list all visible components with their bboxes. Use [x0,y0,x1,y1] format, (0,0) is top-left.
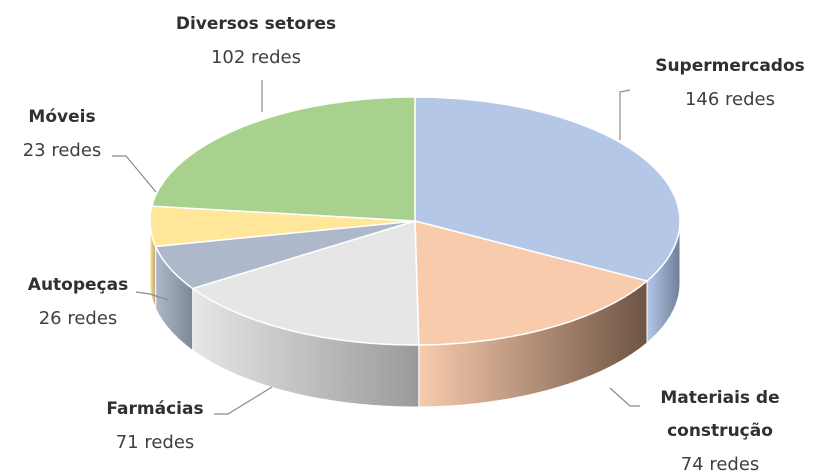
pie-slice [149,205,416,248]
category-label: Supermercados [655,56,805,76]
leader-line [214,386,273,415]
category-label: Diversos setores [175,14,337,34]
data-label: Materiais de construção 74 redes [640,382,800,472]
category-label: Autopeças [27,275,129,295]
leader-line [112,155,157,193]
leader-line [609,387,640,407]
data-label: Supermercados 146 redes [630,50,822,116]
category-label: Farmácias [106,399,204,419]
value-label: 146 redes [684,89,776,110]
leader-line [619,89,631,140]
data-label: Móveis 23 redes [0,101,162,167]
value-label: 26 redes [38,308,118,329]
pie-slice [191,219,420,346]
leader-line [135,291,169,301]
category-label: Móveis [28,107,96,127]
data-label: Farmácias 71 redes [55,393,255,459]
data-label: Diversos setores 102 redes [146,8,366,74]
category-label: Materiais de construção [660,388,780,441]
value-label: 74 redes [680,454,760,472]
pie-slice [414,96,681,282]
pie-slice [154,220,416,290]
value-label: 23 redes [22,140,102,161]
value-label: 71 redes [115,432,195,453]
pie-slice [150,96,416,222]
data-label: Autopeças 26 redes [0,269,178,335]
value-label: 102 redes [210,47,302,68]
pie-slice [414,220,649,346]
